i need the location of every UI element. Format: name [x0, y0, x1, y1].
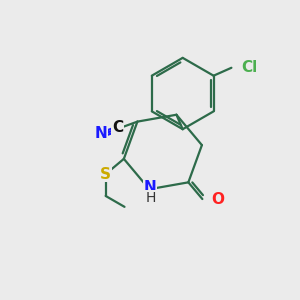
- Text: N: N: [144, 180, 157, 195]
- Text: C: C: [112, 120, 123, 135]
- Text: H: H: [145, 191, 155, 205]
- Text: N: N: [95, 126, 107, 141]
- Text: O: O: [211, 191, 224, 206]
- Text: S: S: [100, 167, 111, 182]
- Text: Cl: Cl: [241, 60, 258, 75]
